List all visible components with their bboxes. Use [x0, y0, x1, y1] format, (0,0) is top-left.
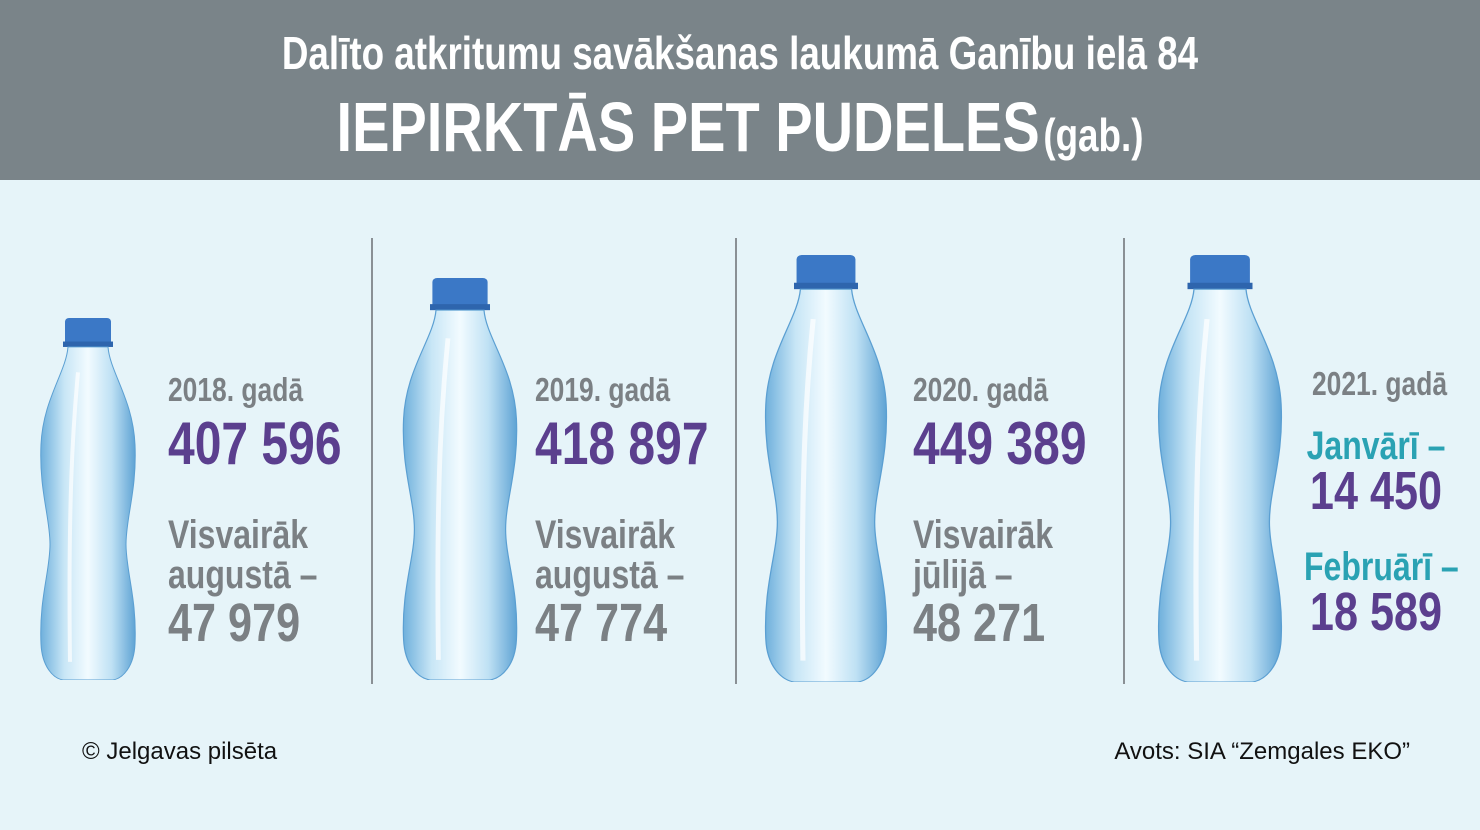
month-value: 18 589 — [1309, 582, 1443, 642]
note: Visvairāk — [168, 513, 308, 557]
year: 2019. gadā — [535, 371, 671, 408]
copyright: © Jelgavas pilsēta — [82, 738, 278, 765]
title: IEPIRKTĀS PET PUDELES — [336, 88, 1040, 166]
subtitle: Dalīto atkritumu savākšanas laukumā Ganī… — [281, 27, 1199, 79]
divider — [1123, 238, 1125, 684]
peak: 47 979 — [168, 593, 301, 653]
title-row: IEPIRKTĀS PET PUDELES (gab.) — [148, 92, 1332, 162]
month-value: 14 450 — [1309, 461, 1443, 521]
month-label: Februārī – — [1304, 545, 1459, 589]
note: Visvairāk — [535, 513, 675, 557]
month-label: Janvārī – — [1306, 424, 1446, 468]
divider — [371, 238, 373, 684]
peak: 47 774 — [535, 593, 668, 653]
total: 418 897 — [535, 410, 709, 477]
year: 2020. gadā — [913, 371, 1049, 408]
bottle — [38, 318, 138, 680]
note: jūlijā – — [913, 553, 1013, 597]
total: 449 389 — [913, 410, 1087, 477]
total: 407 596 — [168, 410, 342, 477]
bottle — [1155, 255, 1285, 682]
source: Avots: SIA “Zemgales EKO” — [1114, 738, 1410, 765]
bottle — [400, 278, 520, 680]
unit: (gab.) — [1043, 109, 1144, 161]
note: augustā – — [168, 553, 318, 597]
bottle — [762, 255, 890, 682]
year: 2021. gadā — [1312, 365, 1448, 402]
year: 2018. gadā — [168, 371, 304, 408]
divider — [735, 238, 737, 684]
note: Visvairāk — [913, 513, 1053, 557]
note: augustā – — [535, 553, 685, 597]
header — [0, 0, 1480, 180]
peak: 48 271 — [913, 593, 1046, 653]
